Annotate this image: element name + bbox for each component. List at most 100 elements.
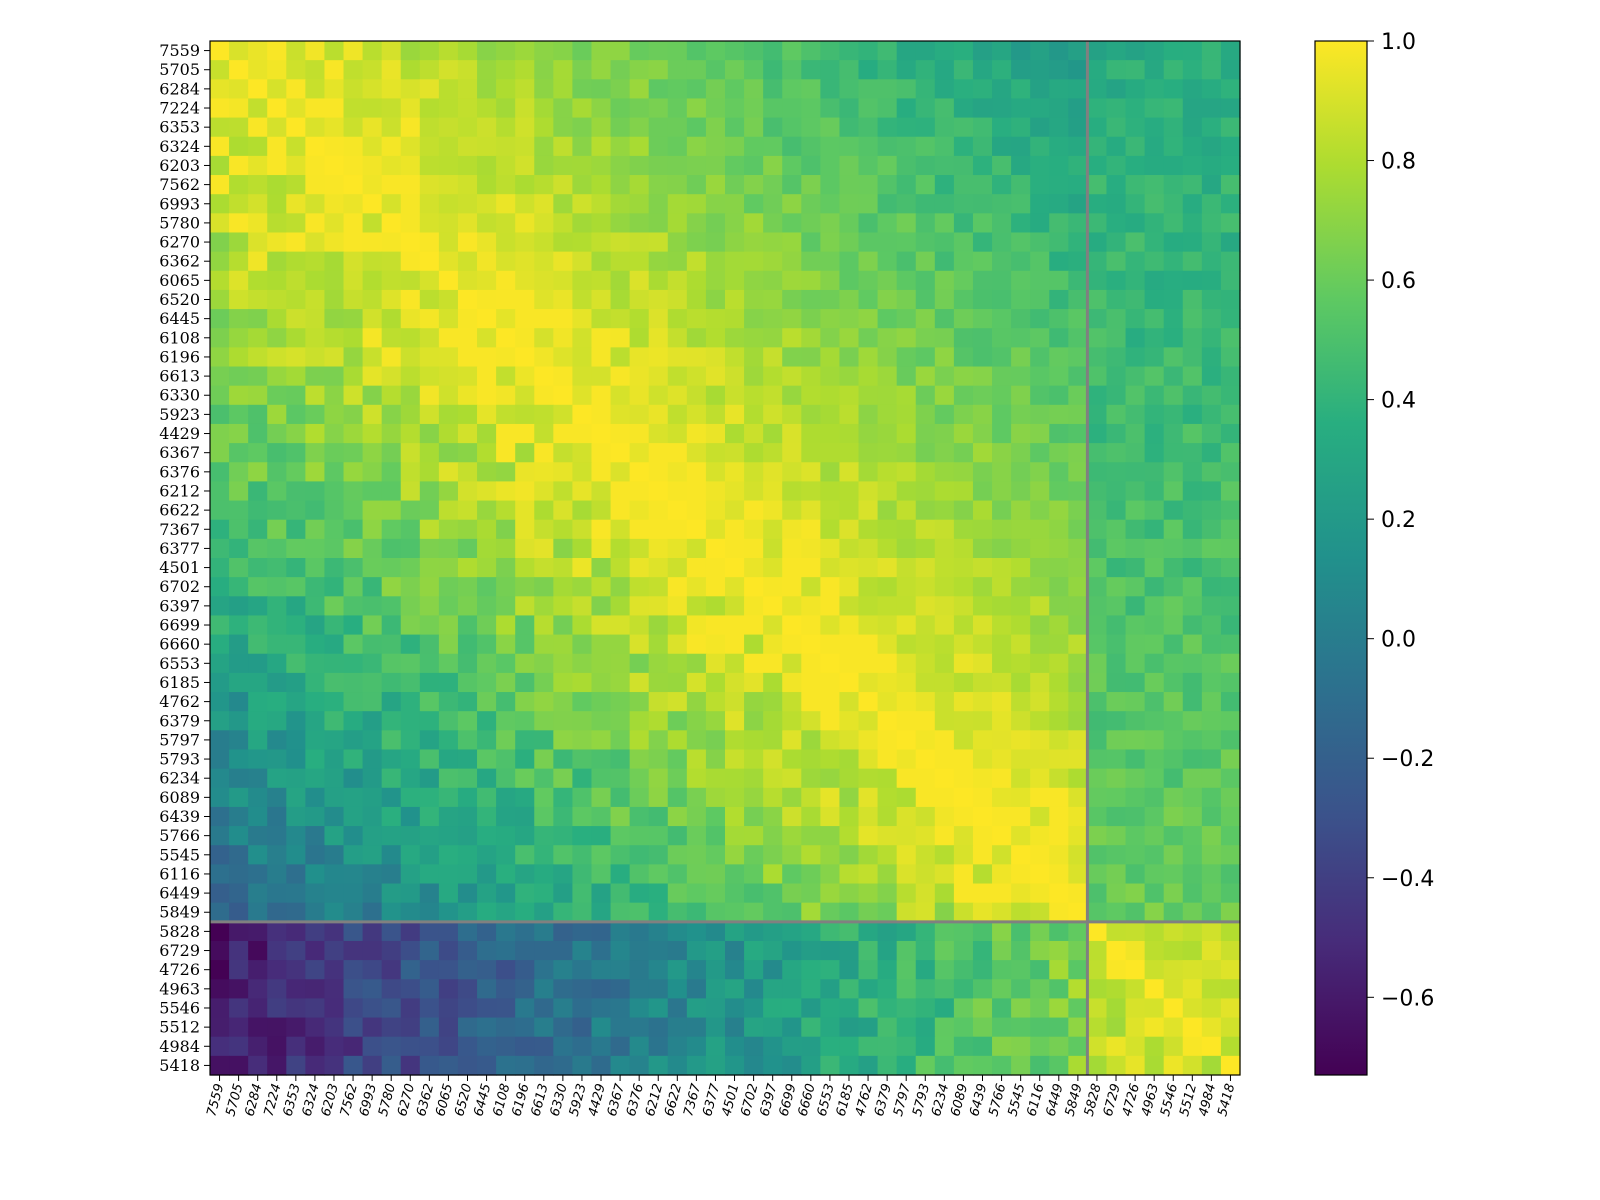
heatmap-cell <box>934 155 955 176</box>
heatmap-cell <box>362 194 383 214</box>
heatmap-cell <box>725 251 745 272</box>
heatmap-cell <box>934 194 955 214</box>
heatmap-cell <box>1049 117 1069 138</box>
heatmap-cell <box>1011 711 1031 731</box>
heatmap-cell <box>477 175 497 195</box>
heatmap-cell <box>1201 577 1222 597</box>
heatmap-cell <box>515 692 535 712</box>
heatmap-cell <box>210 404 230 425</box>
heatmap-cell <box>972 577 993 597</box>
heatmap-cell <box>1163 155 1184 176</box>
heatmap-cell <box>381 136 402 157</box>
heatmap-cell <box>725 79 745 100</box>
heatmap-cell <box>1144 79 1165 100</box>
heatmap-cell <box>305 577 326 597</box>
heatmap-cell <box>686 385 707 406</box>
heatmap-cell <box>705 519 726 540</box>
heatmap-cell <box>725 481 745 502</box>
heatmap-cell <box>305 902 326 923</box>
heatmap-cell <box>267 845 287 865</box>
heatmap-cell <box>477 194 497 214</box>
heatmap-cell <box>1049 270 1069 291</box>
heatmap-cell <box>477 558 497 578</box>
heatmap-cell <box>229 1017 249 1038</box>
heatmap-cell <box>782 558 802 578</box>
heatmap-cell <box>725 385 745 406</box>
heatmap-cell <box>1201 845 1222 865</box>
heatmap-cell <box>648 98 669 119</box>
heatmap-cell <box>1011 270 1031 291</box>
heatmap-cell <box>1049 41 1069 61</box>
heatmap-cell <box>877 998 898 1019</box>
heatmap-cell <box>839 309 860 329</box>
heatmap-cell <box>744 787 764 808</box>
heatmap-cell <box>705 730 726 751</box>
heatmap-cell <box>1201 672 1222 693</box>
heatmap-cell <box>610 749 631 770</box>
heatmap-cell <box>972 1055 993 1076</box>
heatmap-cell <box>1144 270 1165 291</box>
heatmap-cell <box>725 289 745 310</box>
row-tick-label: 5705 <box>159 60 200 79</box>
heatmap-cell <box>343 883 364 904</box>
row-tick-label: 5849 <box>159 903 200 922</box>
heatmap-cell <box>705 615 726 636</box>
heatmap-cell <box>610 998 631 1019</box>
heatmap-cell <box>1011 79 1031 100</box>
heatmap-cell <box>763 443 783 463</box>
heatmap-cell <box>591 749 612 770</box>
heatmap-cell <box>992 921 1012 942</box>
heatmap-cell <box>1144 98 1165 119</box>
heatmap-cell <box>648 615 669 636</box>
heatmap-cell <box>972 194 993 214</box>
heatmap-cell <box>1220 864 1241 885</box>
heatmap-cell <box>877 960 898 980</box>
heatmap-cell <box>896 79 917 100</box>
heatmap-cell <box>381 385 402 406</box>
heatmap-cell <box>705 136 726 157</box>
heatmap-cell <box>763 366 783 387</box>
heatmap-cell <box>1087 347 1108 368</box>
heatmap-cell <box>1049 443 1069 463</box>
heatmap-cell <box>896 596 917 617</box>
heatmap-cell <box>915 404 936 425</box>
heatmap-cell <box>858 270 879 291</box>
heatmap-cell <box>1011 213 1031 234</box>
heatmap-cell <box>1068 921 1088 942</box>
heatmap-cell <box>839 194 860 214</box>
heatmap-cell <box>877 328 898 348</box>
heatmap-cell <box>915 194 936 214</box>
heatmap-cell <box>362 577 383 597</box>
heatmap-cell <box>553 615 573 636</box>
heatmap-cell <box>324 500 345 521</box>
heatmap-cell <box>324 404 345 425</box>
heatmap-cell <box>1011 98 1031 119</box>
heatmap-cell <box>934 366 955 387</box>
heatmap-cell <box>1011 500 1031 521</box>
heatmap-cell <box>438 175 459 195</box>
heatmap-cell <box>763 845 783 865</box>
heatmap-cell <box>1220 749 1241 770</box>
heatmap-cell <box>286 462 306 483</box>
heatmap-cell <box>915 902 936 923</box>
heatmap-cell <box>992 998 1012 1019</box>
heatmap-cell <box>362 768 383 789</box>
heatmap-cell <box>972 826 993 846</box>
heatmap-cell <box>477 213 497 234</box>
heatmap-cell <box>915 423 936 444</box>
heatmap-cell <box>610 98 631 119</box>
heatmap-cell <box>267 423 287 444</box>
heatmap-cell <box>744 596 764 617</box>
row-tick-label: 6613 <box>159 367 200 386</box>
heatmap-cell <box>400 175 421 195</box>
heatmap-cell <box>248 98 268 119</box>
heatmap-cell <box>286 558 306 578</box>
heatmap-cell <box>515 615 535 636</box>
heatmap-cell <box>725 500 745 521</box>
heatmap-cell <box>705 347 726 368</box>
heatmap-cell <box>801 213 821 234</box>
heatmap-cell <box>419 538 440 559</box>
heatmap-cell <box>858 538 879 559</box>
heatmap-cell <box>820 768 841 789</box>
